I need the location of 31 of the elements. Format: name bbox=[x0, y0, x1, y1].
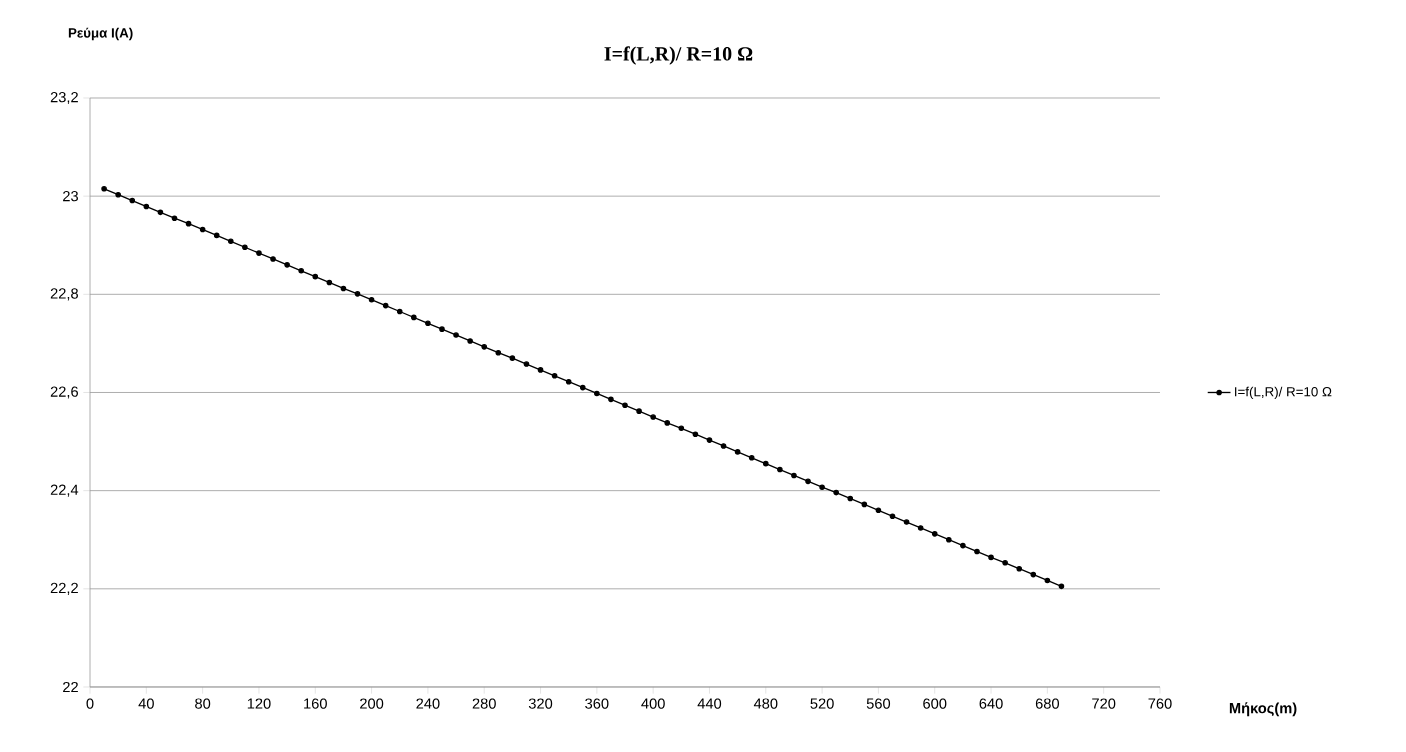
chart-title: I=f(L,R)/ R=10 Ω bbox=[604, 46, 753, 65]
x-tick-label: 720 bbox=[1092, 698, 1116, 709]
x-tick-label: 80 bbox=[195, 698, 211, 709]
x-tick-label: 760 bbox=[1148, 698, 1172, 709]
x-tick-label: 160 bbox=[304, 698, 327, 709]
x-tick-label: 400 bbox=[641, 698, 665, 709]
x-tick-label: 200 bbox=[360, 698, 384, 709]
x-tick-label: 0 bbox=[86, 698, 94, 709]
y-tick-label: 22,6 bbox=[50, 386, 78, 399]
y-tick-label: 22,8 bbox=[50, 288, 78, 301]
x-axis-title: Μήκος(m) bbox=[1229, 702, 1297, 717]
x-tick-label: 240 bbox=[416, 698, 440, 709]
y-tick-label: 23 bbox=[63, 190, 78, 202]
x-tick-label: 480 bbox=[753, 698, 778, 709]
x-tick-label: 40 bbox=[138, 698, 154, 709]
x-tick-label: 440 bbox=[697, 698, 722, 709]
x-tick-label: 320 bbox=[528, 698, 553, 709]
x-tick-label: 680 bbox=[1035, 698, 1060, 709]
y-tick-label: 22,2 bbox=[50, 582, 78, 595]
y-tick-label: 22,4 bbox=[50, 484, 79, 497]
x-tick-label: 640 bbox=[979, 698, 1003, 709]
x-tick-label: 560 bbox=[866, 698, 891, 709]
y-tick-label: 22 bbox=[63, 681, 78, 693]
x-tick-label: 600 bbox=[923, 698, 947, 709]
x-tick-label: 120 bbox=[247, 698, 271, 709]
x-tick-label: 360 bbox=[585, 698, 609, 709]
y-axis-title: Ρεύμα I(A) bbox=[68, 27, 133, 41]
x-tick-label: 280 bbox=[472, 698, 496, 709]
legend-label: I=f(L,R)/ R=10 Ω bbox=[1235, 386, 1332, 400]
y-tick-label: 23,2 bbox=[50, 91, 78, 105]
x-tick-label: 520 bbox=[810, 698, 834, 709]
